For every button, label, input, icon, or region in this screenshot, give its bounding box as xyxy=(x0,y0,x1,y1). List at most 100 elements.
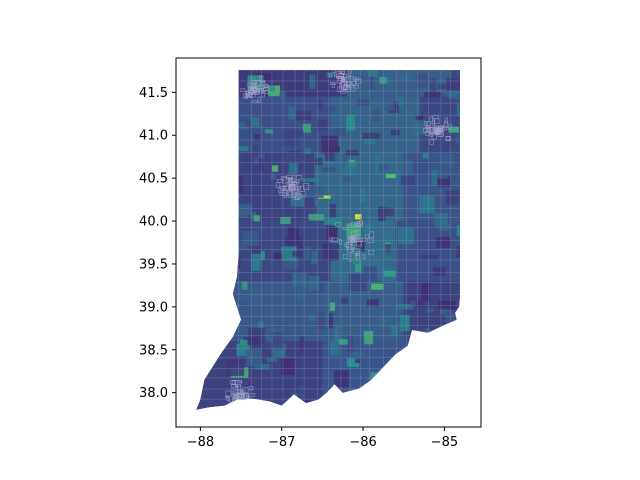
tract-patch xyxy=(364,331,374,345)
cluster-cell xyxy=(282,185,287,191)
cluster-cell xyxy=(331,83,335,88)
tract-patch xyxy=(234,204,252,216)
tract-patch xyxy=(291,131,304,137)
tract-patch xyxy=(430,78,437,93)
tract-patch xyxy=(232,241,247,251)
cluster-cell xyxy=(349,258,353,262)
tract-patch xyxy=(329,203,336,220)
cluster-cell xyxy=(282,177,289,184)
cluster-cell xyxy=(431,133,437,140)
tract-patch xyxy=(332,128,346,136)
cluster-cell xyxy=(342,73,347,81)
tract-patch xyxy=(257,310,271,316)
cluster-cell xyxy=(429,116,433,122)
cluster-cell xyxy=(329,81,337,85)
tract-patch xyxy=(345,254,350,262)
tract-patch xyxy=(301,178,320,183)
y-tick-label-7: 41.5 xyxy=(139,86,168,101)
cluster-cell xyxy=(342,226,349,230)
tract-patch xyxy=(326,225,338,241)
cluster-cell xyxy=(293,196,299,200)
cluster-cell xyxy=(432,128,436,133)
tract-patch xyxy=(304,246,310,259)
cluster-cell xyxy=(252,100,258,103)
cluster-cell xyxy=(335,222,342,227)
tract-patch xyxy=(283,258,299,270)
tract-patch xyxy=(435,163,449,179)
tract-patch xyxy=(242,230,260,247)
tract-patch xyxy=(445,190,460,205)
tract-patch xyxy=(348,273,367,291)
tract-patch xyxy=(422,153,429,159)
cluster-cell xyxy=(250,82,254,87)
cluster-cell xyxy=(245,90,249,97)
tract-patch xyxy=(412,159,430,175)
tract-patch xyxy=(250,212,257,221)
region-24 xyxy=(346,358,359,367)
cluster-cell xyxy=(447,123,452,130)
cluster-cell xyxy=(334,73,339,77)
tract-patch xyxy=(323,217,342,225)
x-axis-ticks: −88 −87 −86 −85 xyxy=(187,427,458,450)
region-17 xyxy=(354,214,362,220)
cluster-cell xyxy=(353,248,360,254)
tract-patch xyxy=(315,157,323,166)
tract-patch xyxy=(254,363,270,370)
cluster-cell xyxy=(290,184,297,191)
y-tick-label-3: 39.5 xyxy=(139,257,168,272)
tract-patch xyxy=(322,106,336,112)
cluster-cell xyxy=(342,88,346,92)
tract-patch xyxy=(424,92,442,98)
region-20 xyxy=(379,76,392,84)
region-4 xyxy=(420,96,460,153)
tract-patch xyxy=(226,359,245,376)
cluster-cell xyxy=(292,189,299,194)
tract-patch xyxy=(340,297,348,304)
tract-patch xyxy=(308,205,318,214)
tract-patch xyxy=(411,299,425,307)
tract-patch xyxy=(393,335,408,348)
cluster-cell xyxy=(340,80,347,86)
cluster-cell xyxy=(277,179,284,183)
cluster-cell xyxy=(242,387,249,394)
tract-patch xyxy=(324,146,335,161)
tract-patch xyxy=(262,338,275,348)
cluster-cell xyxy=(259,81,266,87)
cluster-cell xyxy=(251,85,258,91)
cluster-cell xyxy=(244,95,248,100)
tract-patch xyxy=(342,155,348,162)
cluster-cell xyxy=(429,139,434,145)
cluster-cell xyxy=(432,115,439,120)
cluster-cell xyxy=(339,83,343,90)
cluster-cell xyxy=(263,84,269,88)
cluster-cell xyxy=(248,393,256,397)
tract-patch xyxy=(341,176,353,183)
x-tick-label-3: −85 xyxy=(431,435,458,450)
cluster-cell xyxy=(365,234,369,239)
urban-cluster-2 xyxy=(329,70,362,94)
tract-patch xyxy=(449,148,460,164)
cluster-cell xyxy=(345,242,352,248)
tract-patch xyxy=(450,70,460,79)
tract-patch xyxy=(288,106,295,120)
x-tick-label-0: −88 xyxy=(187,435,214,450)
tract-patch xyxy=(265,129,273,134)
tract-patch xyxy=(300,336,305,353)
tract-patch xyxy=(246,117,260,127)
tract-patch xyxy=(258,202,274,218)
tract-patch xyxy=(378,164,390,171)
region-3 xyxy=(330,96,420,153)
cluster-cell xyxy=(348,76,355,80)
cluster-cell xyxy=(235,380,242,387)
tract-patch xyxy=(396,303,414,310)
tract-patch xyxy=(285,237,303,249)
tract-patch xyxy=(247,288,261,306)
tract-patch xyxy=(439,154,455,167)
cluster-cell xyxy=(434,126,438,134)
cluster-cell xyxy=(249,93,256,98)
tract-patch xyxy=(421,283,431,301)
cluster-cell xyxy=(445,136,450,141)
tract-patch xyxy=(456,245,460,258)
tract-patch xyxy=(456,225,460,238)
urban-cluster-5 xyxy=(275,175,310,201)
